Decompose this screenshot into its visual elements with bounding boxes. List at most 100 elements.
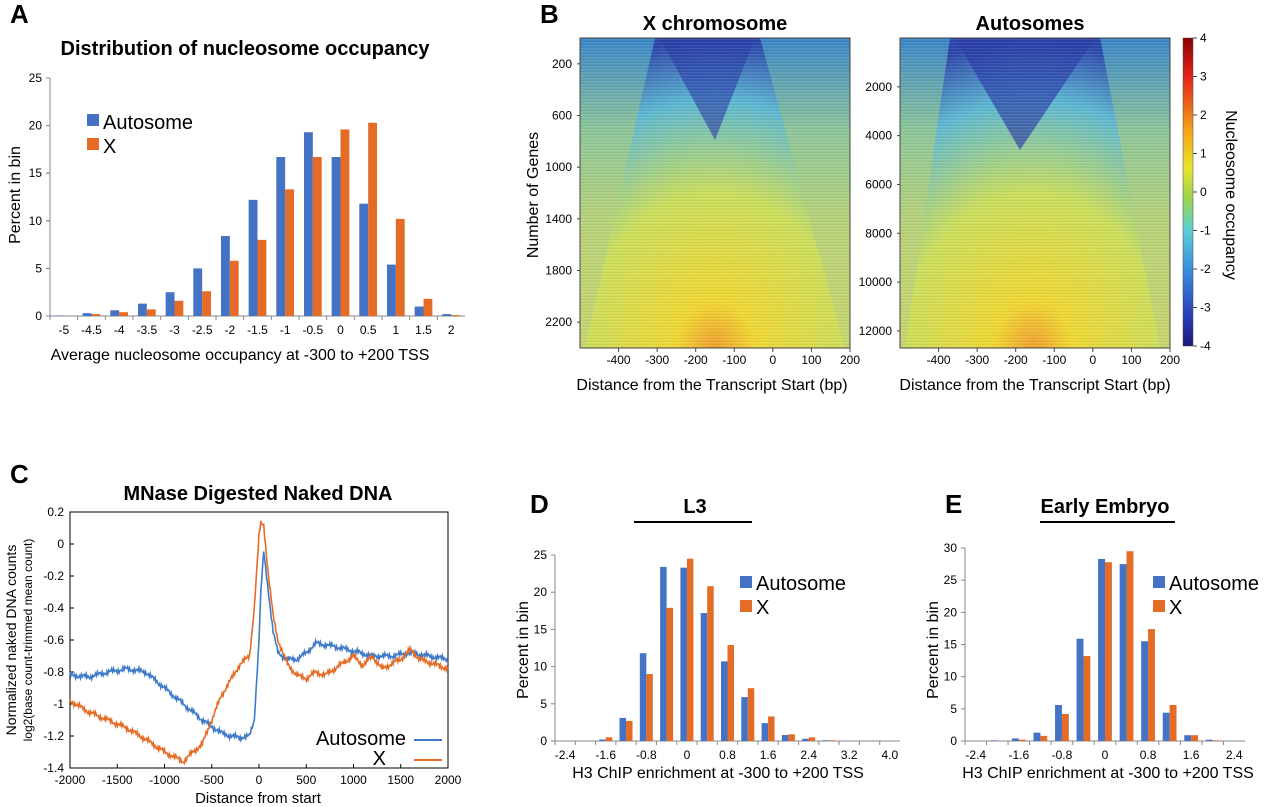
panel-e-xtick-label: 0	[1102, 748, 1109, 762]
panel-a-bar-x	[174, 300, 184, 316]
panel-e-y-label: Percent in bin	[925, 601, 942, 699]
panel-c-legend-x: X	[373, 748, 386, 770]
panel-a-bar-x	[257, 239, 267, 316]
panel-d-xtick-label: 0	[684, 748, 691, 762]
panel-a-ytick-label: 15	[29, 166, 43, 180]
panel-a-bar-autosome	[414, 306, 424, 316]
panel-a-bar-autosome	[331, 157, 341, 316]
panel-d-ytick-label: 20	[534, 585, 548, 599]
heatmap-xtick-label: -300	[645, 353, 669, 367]
panel-e-bar-autosome	[1141, 641, 1149, 741]
panel-d-title: L3	[683, 496, 706, 518]
panel-e-bar-autosome	[990, 740, 998, 741]
panel-e-bar-x	[1169, 704, 1177, 741]
colorbar-tick-label: -4	[1200, 339, 1211, 353]
panel-a-xtick-label: 0.5	[360, 323, 377, 337]
panel-e-xtick-label: 1.6	[1183, 748, 1200, 762]
panel-d-bar-autosome	[781, 735, 789, 741]
panel-d-bar-autosome	[822, 740, 829, 741]
panel-e-legend-x: X	[1169, 597, 1182, 619]
panel-d-bar-x	[808, 737, 816, 741]
panel-d-xtick-label: 4.0	[882, 748, 899, 762]
heatmap-xtick-label: 100	[1121, 353, 1141, 367]
panel-e-bar-autosome	[1033, 732, 1041, 741]
colorbar-tick-label: 1	[1200, 147, 1207, 161]
panel-a-xtick-label: -1	[280, 323, 291, 337]
panel-e-ytick-label: 5	[950, 702, 957, 716]
panel-e-bar-x	[1083, 656, 1091, 741]
panel-a-bar-chart: Distribution of nucleosome occupancy Per…	[7, 38, 465, 364]
colorbar-tick-label: -2	[1200, 262, 1211, 276]
panel-e-x-label: H3 ChIP enrichment at -300 to +200 TSS	[962, 765, 1254, 782]
heatmap-xtick-label: -100	[1042, 353, 1066, 367]
heatmap-autosome-x-label: Distance from the Transcript Start (bp)	[899, 377, 1170, 394]
heatmap-xtick-label: 100	[801, 353, 821, 367]
heatmap-y-label: Number of Genes	[525, 132, 542, 258]
panel-a-bar-x	[229, 260, 239, 316]
panel-e-bar-autosome	[1162, 712, 1170, 741]
panel-d-xtick-label: 1.6	[760, 748, 777, 762]
panel-c-y-label-2: log2(base count-trimmed mean count)	[21, 539, 35, 742]
panel-e-xtick-label: -2.4	[965, 748, 986, 762]
heatmap-autosome	[900, 38, 1170, 348]
panel-e-bar-autosome	[1098, 558, 1105, 741]
panel-d-bar-x	[768, 716, 775, 741]
panel-a-bar-autosome	[110, 310, 120, 316]
panel-e-ytick-label: 30	[944, 541, 958, 555]
heatmap-ytick-label: 1000	[545, 160, 572, 174]
panel-a-xtick-label: -3.5	[136, 323, 157, 337]
panel-a-bar-autosome	[442, 314, 452, 316]
panel-c-legend-autosome: Autosome	[316, 728, 406, 750]
heatmap-ytick-label: 1400	[545, 212, 572, 226]
panel-e-bar-autosome	[1011, 738, 1019, 741]
heatmap-x-title: X chromosome	[643, 13, 787, 35]
heatmap-autosome-title: Autosomes	[976, 13, 1085, 35]
panel-d-bar-x	[788, 734, 795, 741]
panel-d-xtick-label: -1.6	[595, 748, 616, 762]
heatmap-xtick-label: -400	[607, 353, 631, 367]
panel-d-bar-autosome	[700, 613, 708, 741]
heatmap-ytick-label: 10000	[859, 275, 893, 289]
heatmap-x-frame	[579, 37, 851, 349]
colorbar-tick-label: 0	[1200, 185, 1207, 199]
panel-d-bar-x	[666, 607, 674, 741]
panel-a-xtick-label: 1.5	[415, 323, 432, 337]
panel-a-ytick-label: 20	[29, 119, 43, 133]
panel-a-ytick-label: 5	[35, 261, 42, 275]
panel-a-legend-autosome: Autosome	[103, 112, 193, 134]
panel-d-bar-autosome	[599, 739, 606, 741]
heatmap-xtick-label: -400	[927, 353, 951, 367]
panel-label-b: B	[540, 0, 559, 29]
panel-label-e: E	[945, 489, 962, 519]
heatmap-ytick-label: 12000	[859, 324, 893, 338]
panel-e-bar-autosome	[1184, 735, 1192, 741]
panel-a-bar-x	[312, 157, 322, 316]
heatmap-xtick-label: 200	[840, 353, 860, 367]
panel-c-ytick-label: -1	[53, 697, 64, 711]
panel-d-bar-autosome	[639, 653, 647, 741]
panel-e-bar-x	[1191, 735, 1199, 741]
panel-a-bar-autosome	[248, 199, 258, 316]
panel-d-xtick-label: 0.8	[719, 748, 736, 762]
panel-a-bar-x	[368, 122, 378, 316]
panel-a-legend-swatch-x	[87, 138, 99, 150]
panel-e-ytick-label: 0	[950, 734, 957, 748]
colorbar-tick-label: -1	[1200, 224, 1211, 238]
panel-e-xtick-label: 2.4	[1226, 748, 1243, 762]
heatmap-ytick-label: 8000	[865, 226, 892, 240]
panel-e-bar-autosome	[1055, 704, 1062, 741]
heatmap-xtick-label: -200	[684, 353, 708, 367]
panel-a-xtick-label: -2	[224, 323, 235, 337]
panel-d-bar-autosome	[721, 661, 728, 741]
panel-a-bar-autosome	[220, 236, 230, 316]
panel-c-xtick-label: -500	[200, 773, 224, 787]
panel-d-ytick-label: 5	[540, 697, 547, 711]
panel-e-bar-autosome	[1119, 564, 1127, 741]
panel-label-a: A	[10, 0, 29, 29]
heatmap-autosome-frame	[899, 37, 1171, 349]
panel-a-xtick-label: 1	[392, 323, 399, 337]
colorbar-tick-label: 3	[1200, 70, 1207, 84]
panel-c-ytick-label: 0.2	[47, 505, 64, 519]
panel-e-bar-autosome	[1076, 638, 1084, 741]
